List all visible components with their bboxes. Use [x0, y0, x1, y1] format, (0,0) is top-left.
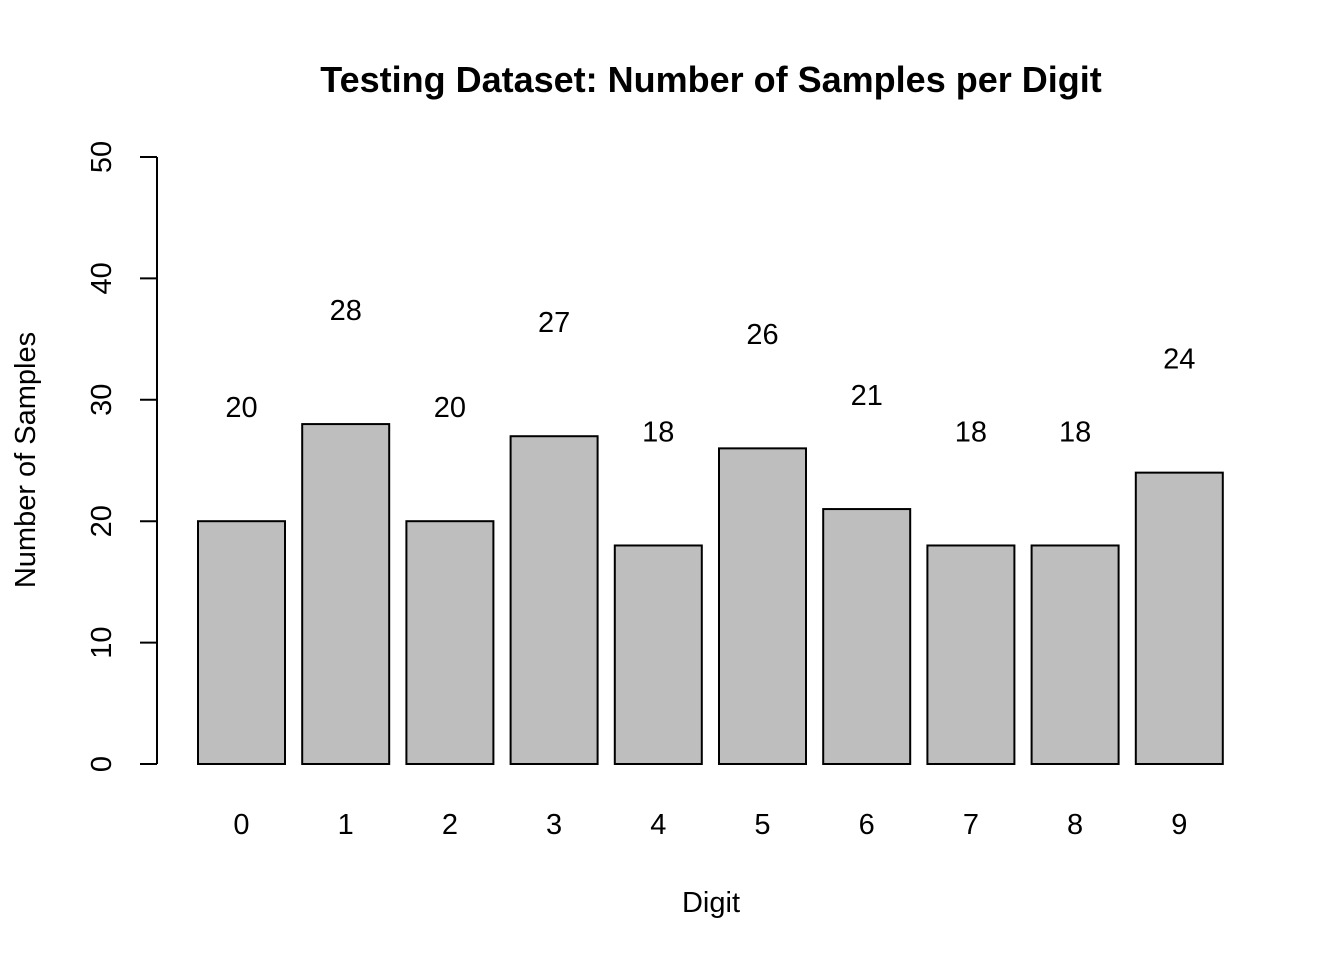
x-tick-label: 2	[442, 809, 458, 841]
x-tick-label: 1	[338, 809, 354, 841]
x-tick-label: 6	[859, 809, 875, 841]
y-tick-label: 0	[86, 756, 118, 772]
y-tick-label: 40	[86, 262, 118, 294]
y-axis-title: Number of Samples	[10, 332, 42, 588]
bar	[197, 520, 286, 766]
y-tick-label: 30	[86, 384, 118, 416]
bar	[1030, 544, 1120, 765]
bar-value-label: 20	[434, 392, 466, 424]
bar	[509, 435, 599, 765]
x-tick-label: 7	[963, 809, 979, 841]
bar-value-label: 18	[1059, 416, 1091, 448]
x-tick-label: 4	[650, 809, 666, 841]
x-tick-label: 8	[1067, 809, 1083, 841]
x-axis-title: Digit	[682, 887, 740, 919]
y-axis: 0 10 20 30 40 50	[86, 141, 158, 772]
y-tick-label: 20	[86, 505, 118, 537]
value-labels: 20 28 20 27 18 26 21 18 18 24	[225, 295, 1195, 448]
bar-value-label: 28	[330, 295, 362, 327]
bar	[822, 508, 912, 765]
bar	[926, 544, 1016, 765]
bar	[613, 544, 703, 765]
x-tick-label: 5	[754, 809, 770, 841]
bar	[718, 447, 807, 765]
x-tick-labels: 0 1 2 3 4 5 6 7 8 9	[233, 809, 1187, 841]
bar	[1134, 471, 1224, 765]
bar-value-label: 26	[746, 319, 778, 351]
y-tick-label: 50	[86, 141, 118, 173]
bar-value-label: 24	[1163, 344, 1195, 376]
x-tick-label: 0	[233, 809, 249, 841]
bar-value-label: 21	[851, 380, 883, 412]
x-tick-label: 3	[546, 809, 562, 841]
y-tick-label: 10	[86, 626, 118, 658]
x-tick-label: 9	[1171, 809, 1187, 841]
bar-value-label: 27	[538, 307, 570, 339]
bar-value-label: 18	[955, 416, 987, 448]
chart-title: Testing Dataset: Number of Samples per D…	[320, 59, 1101, 100]
bar-value-label: 20	[225, 392, 257, 424]
bar	[405, 520, 495, 766]
bars	[197, 423, 1224, 766]
bar-value-label: 18	[642, 416, 674, 448]
bar	[301, 423, 391, 765]
